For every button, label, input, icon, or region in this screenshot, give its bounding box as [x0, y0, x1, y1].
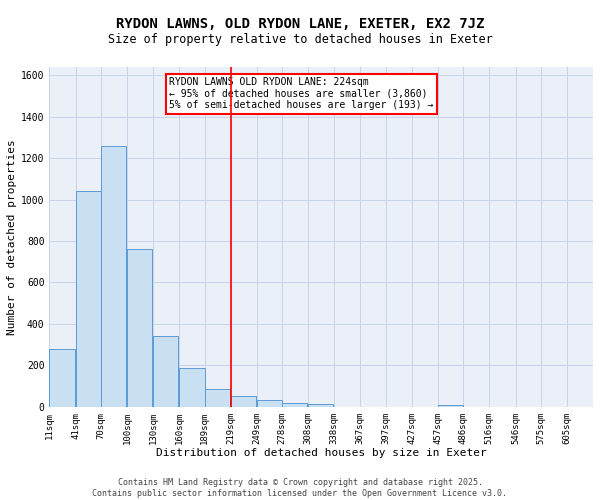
Bar — [205, 389, 230, 407]
X-axis label: Distribution of detached houses by size in Exeter: Distribution of detached houses by size … — [156, 448, 487, 458]
Bar — [49, 349, 75, 407]
Text: RYDON LAWNS, OLD RYDON LANE, EXETER, EX2 7JZ: RYDON LAWNS, OLD RYDON LANE, EXETER, EX2… — [116, 18, 484, 32]
Bar — [230, 396, 256, 407]
Text: Size of property relative to detached houses in Exeter: Size of property relative to detached ho… — [107, 32, 493, 46]
Bar — [308, 404, 334, 407]
Bar — [257, 400, 282, 407]
Text: RYDON LAWNS OLD RYDON LANE: 224sqm
← 95% of detached houses are smaller (3,860)
: RYDON LAWNS OLD RYDON LANE: 224sqm ← 95%… — [169, 77, 433, 110]
Bar — [438, 404, 463, 407]
Bar — [127, 250, 152, 407]
Bar — [282, 402, 307, 407]
Bar — [179, 368, 205, 407]
Y-axis label: Number of detached properties: Number of detached properties — [7, 139, 17, 334]
Bar — [101, 146, 126, 407]
Text: Contains HM Land Registry data © Crown copyright and database right 2025.
Contai: Contains HM Land Registry data © Crown c… — [92, 478, 508, 498]
Bar — [153, 336, 178, 407]
Bar — [76, 192, 101, 407]
